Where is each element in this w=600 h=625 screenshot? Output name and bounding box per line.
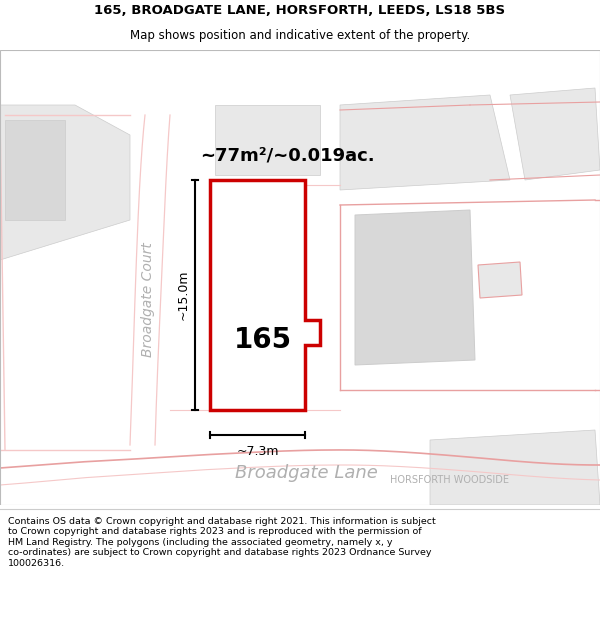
Polygon shape [215,350,300,405]
Polygon shape [215,190,300,310]
Polygon shape [430,430,600,505]
Text: HORSFORTH WOODSIDE: HORSFORTH WOODSIDE [390,475,509,485]
Polygon shape [510,88,600,180]
Text: ~77m²/~0.019ac.: ~77m²/~0.019ac. [200,146,374,164]
Polygon shape [215,105,320,175]
Polygon shape [340,95,510,190]
Polygon shape [478,262,522,298]
Text: 165, BROADGATE LANE, HORSFORTH, LEEDS, LS18 5BS: 165, BROADGATE LANE, HORSFORTH, LEEDS, L… [94,4,506,18]
Polygon shape [355,210,475,365]
Text: ~7.3m: ~7.3m [236,445,279,458]
Text: ~15.0m: ~15.0m [177,270,190,320]
Polygon shape [0,105,130,260]
Polygon shape [210,180,320,410]
Polygon shape [5,120,65,220]
Text: 165: 165 [233,326,292,354]
Text: Broadgate Lane: Broadgate Lane [235,464,378,482]
Text: Map shows position and indicative extent of the property.: Map shows position and indicative extent… [130,29,470,42]
Text: Broadgate Court: Broadgate Court [141,242,155,357]
Text: Contains OS data © Crown copyright and database right 2021. This information is : Contains OS data © Crown copyright and d… [8,517,436,568]
